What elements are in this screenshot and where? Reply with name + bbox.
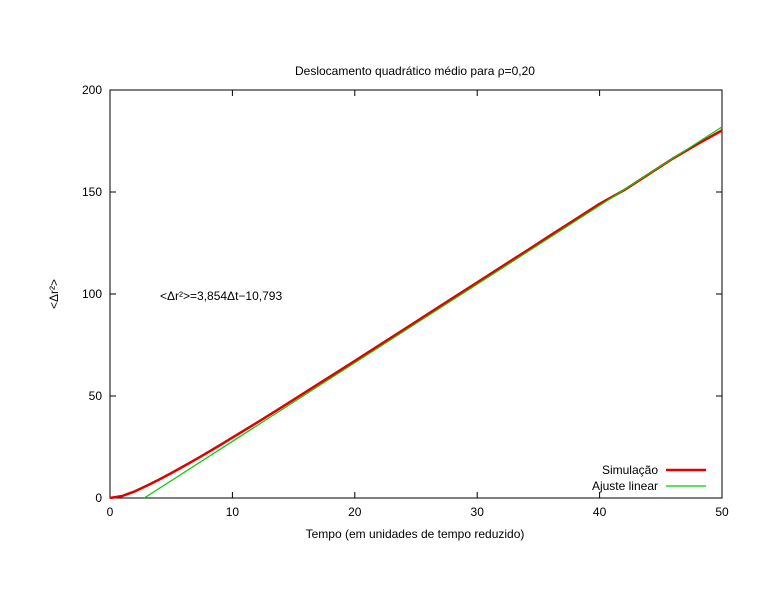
y-axis-label: <Δr²> (47, 279, 61, 309)
chart-title: Deslocamento quadrático médio para ρ=0,2… (295, 64, 535, 78)
x-tick-label: 20 (348, 505, 362, 519)
series-line-1 (109, 129, 723, 500)
y-tick-label: 0 (95, 491, 102, 505)
legend-label-2: Ajuste linear (592, 479, 658, 493)
series-layer (109, 126, 723, 500)
y-tick-label: 150 (82, 185, 102, 199)
x-tick-label: 40 (593, 505, 607, 519)
y-tick-label: 50 (89, 389, 103, 403)
series-line-2 (143, 126, 723, 499)
x-tick-label: 10 (226, 505, 240, 519)
x-tick-label: 30 (471, 505, 485, 519)
y-tick-label: 200 (82, 83, 102, 97)
x-tick-label: 0 (107, 505, 114, 519)
x-tick-label: 50 (715, 505, 729, 519)
y-tick-label: 100 (82, 287, 102, 301)
annotation: <Δr²>=3,854Δt−10,793 (160, 289, 282, 303)
x-axis-label: Tempo (em unidades de tempo reduzido) (306, 527, 525, 541)
legend: Simulação Ajuste linear (592, 463, 706, 493)
legend-label-1: Simulação (602, 463, 658, 477)
